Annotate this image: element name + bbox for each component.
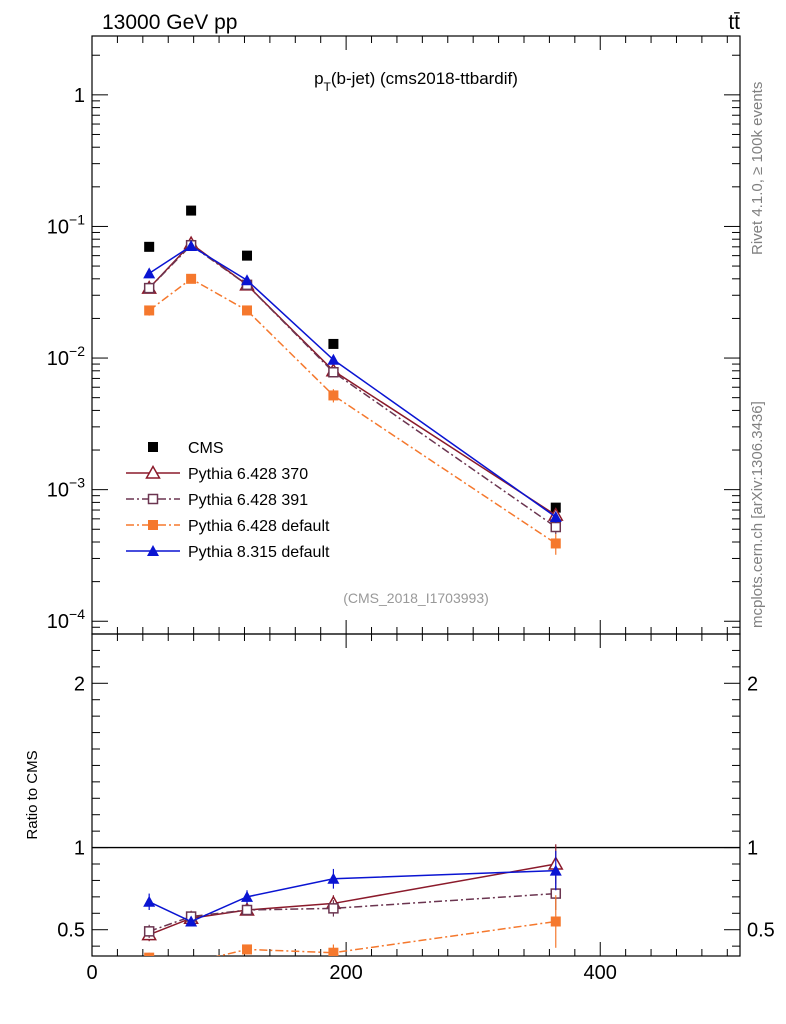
plot-title-p: p (314, 69, 323, 88)
main-axis-ticks (91, 36, 740, 635)
legend-marker (148, 442, 158, 452)
main-ytick-base: 10 (47, 480, 69, 502)
data-point (143, 267, 156, 279)
legend-label-pythia6-391: Pythia 6.428 391 (188, 492, 308, 509)
ratio-data-point (185, 915, 198, 927)
data-point (186, 273, 197, 284)
beam-label: 13000 GeV pp (102, 11, 237, 34)
main-ytick-base: 10 (47, 216, 69, 238)
xtick-label: 200 (329, 962, 362, 984)
ratio-data-point (549, 864, 562, 876)
ratio-data-point (328, 903, 339, 914)
legend: CMS Pythia 6.428 370 Pythia 6.428 391 Py… (126, 440, 330, 561)
ratio-ytick-label-left: 1 (74, 838, 85, 860)
plot-title-rest: (b-jet) (cms2018-ttbardif) (331, 69, 518, 88)
data-point (550, 521, 562, 533)
ratio-ytick-label-left: 0.5 (57, 920, 85, 942)
data-point (328, 390, 339, 401)
ratio-ylabel: Ratio to CMS (24, 750, 41, 839)
data-point (241, 274, 254, 286)
ratio-series-line (148, 869, 556, 923)
data-point (242, 305, 253, 316)
data-point (549, 510, 562, 522)
data-point (328, 338, 339, 349)
process-label: tt̄ (728, 11, 740, 34)
main-ytick-labels: 1 10−1 10−2 10−3 10−4 (47, 85, 85, 633)
ratio-data-point (241, 904, 253, 916)
ratio-ytick-label-right: 1 (747, 838, 758, 860)
site-label: mcplots.cern.ch [arXiv:1306.3436] (749, 401, 766, 628)
data-point (185, 240, 198, 252)
ratio-data-point (143, 895, 156, 907)
xtick-label: 400 (584, 962, 617, 984)
ratio-data-point (186, 958, 196, 968)
plot-title-sub: T (324, 80, 332, 94)
legend-label-cms: CMS (188, 440, 224, 457)
main-ytick-base: 10 (47, 348, 69, 370)
legend-marker (147, 545, 159, 556)
ratio-axis-ticks (91, 634, 740, 956)
ratio-xtick-labels: 0 200 400 (86, 962, 616, 984)
legend-marker (145, 464, 161, 479)
rivet-label: Rivet 4.1.0, ≥ 100k events (749, 82, 766, 255)
main-ytick-label: 10−2 (47, 343, 85, 370)
ratio-data-point (241, 890, 254, 902)
plot-title: pT(b-jet) (cms2018-ttbardif) (314, 69, 518, 94)
main-ytick-exp: −4 (69, 606, 85, 622)
ratio-data-point (327, 872, 340, 884)
main-ytick-label: 10−1 (47, 211, 85, 238)
ratio-data-point (143, 926, 155, 937)
ratio-data-point (550, 916, 561, 927)
ratio-series-line (148, 863, 556, 936)
ratio-data-point (144, 952, 155, 956)
ratio-frame (91, 633, 741, 957)
legend-marks (126, 442, 180, 556)
data-point (144, 305, 155, 316)
main-ytick-label: 1 (74, 85, 85, 107)
ratio-ytick-label-right: 2 (747, 673, 758, 695)
data-point (327, 353, 340, 365)
ratio-ytick-label-right: 0.5 (747, 920, 775, 942)
ratio-ytick-label-left: 2 (74, 673, 85, 695)
data-point (144, 241, 155, 252)
ratio-ytick-labels: 0.5 1 2 0.5 1 2 (57, 673, 775, 941)
xtick-label: 0 (86, 962, 97, 984)
data-point (328, 366, 339, 378)
ratio-data-point (242, 944, 253, 955)
legend-marker (148, 520, 158, 530)
main-ytick-base: 10 (47, 611, 69, 633)
main-ytick-exp: −2 (69, 343, 85, 359)
data-point (186, 205, 197, 216)
data-point (242, 250, 253, 261)
ratio-series-layer (141, 844, 564, 968)
main-ytick-label: 10−3 (47, 475, 85, 502)
legend-label-pythia6-370: Pythia 6.428 370 (188, 466, 308, 483)
data-point (550, 538, 561, 549)
legend-marker (147, 493, 159, 505)
legend-label-pythia8-default: Pythia 8.315 default (188, 544, 330, 561)
series-line (148, 244, 557, 528)
main-ytick-exp: −3 (69, 475, 85, 491)
main-ytick-label: 10−4 (47, 606, 85, 633)
main-ytick-exp: −1 (69, 211, 85, 227)
main-series-layer (141, 205, 564, 555)
analysis-watermark: (CMS_2018_I1703993) (343, 590, 489, 606)
data-point (143, 282, 155, 294)
legend-label-pythia6-default: Pythia 6.428 default (188, 518, 330, 535)
ratio-data-point (328, 947, 339, 956)
